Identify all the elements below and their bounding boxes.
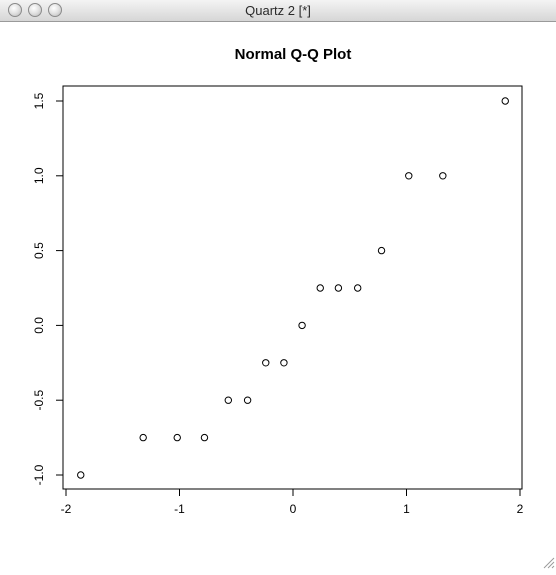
y-tick-label: 0.5 — [32, 242, 46, 259]
data-point — [377, 246, 386, 255]
data-point — [353, 284, 362, 292]
window-titlebar[interactable]: Quartz 2 [*] — [0, 0, 556, 22]
data-point — [77, 471, 85, 479]
data-point — [298, 321, 306, 330]
resize-grip[interactable] — [541, 555, 555, 569]
y-tick-label: 1.5 — [32, 92, 46, 109]
plot-frame — [62, 85, 523, 490]
data-point — [334, 284, 343, 292]
chart-title: Normal Q-Q Plot — [235, 46, 352, 63]
minimize-window-button[interactable] — [28, 3, 42, 17]
data-point — [280, 359, 288, 367]
plot-area: Normal Q-Q Plot -2 -1 0 1 2 -1.0 -0.5 0.0 0.5 1.… — [0, 22, 556, 570]
data-point — [501, 97, 509, 105]
x-tick-label: 0 — [290, 502, 297, 516]
x-tick-label: -1 — [174, 502, 185, 516]
data-point — [200, 433, 209, 442]
x-tick-label: 1 — [403, 502, 410, 516]
zoom-window-button[interactable] — [48, 3, 62, 17]
data-points — [77, 97, 509, 479]
data-point — [316, 284, 324, 292]
x-tick-label: 2 — [517, 502, 524, 516]
data-point — [139, 433, 147, 442]
y-tick-label: 1.0 — [32, 167, 46, 184]
data-point — [405, 172, 413, 180]
data-point — [262, 359, 270, 367]
y-tick-label: 0.0 — [32, 317, 46, 334]
window-title: Quartz 2 [*] — [245, 3, 311, 18]
data-point — [439, 172, 447, 180]
x-axis: -2 -1 0 1 2 — [61, 488, 524, 516]
data-point — [243, 396, 252, 404]
x-tick-label: -2 — [61, 502, 72, 516]
data-point — [173, 433, 181, 442]
y-tick-label: -0.5 — [32, 390, 46, 411]
qq-plot: Normal Q-Q Plot -2 -1 0 1 2 -1.0 -0.5 0.0 0.5 1.… — [32, 46, 524, 516]
close-window-button[interactable] — [8, 3, 22, 17]
data-point — [224, 396, 233, 404]
y-axis: -1.0 -0.5 0.0 0.5 1.0 1.5 — [32, 92, 64, 485]
y-tick-label: -1.0 — [32, 464, 46, 485]
